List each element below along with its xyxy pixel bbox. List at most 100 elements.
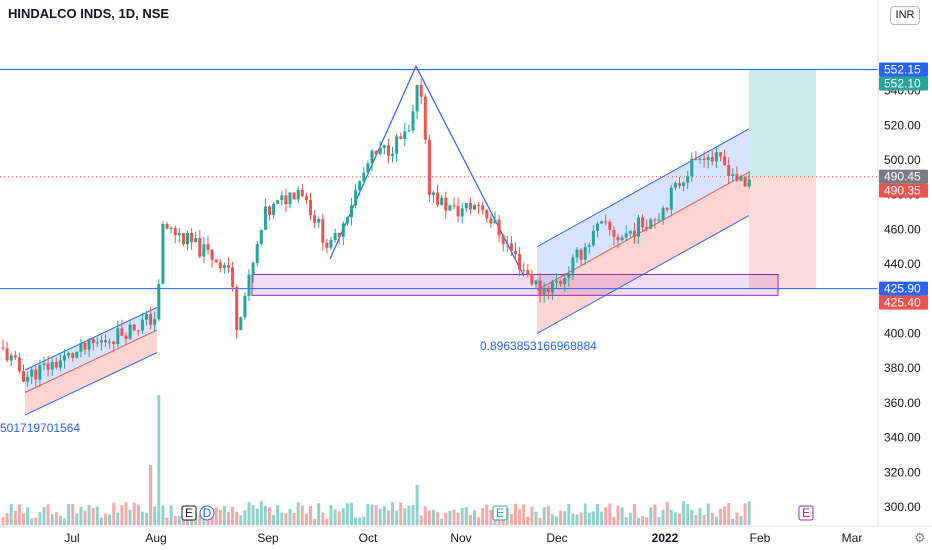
candle-body <box>444 197 448 211</box>
candle-body <box>407 130 411 132</box>
candle-body <box>468 202 472 210</box>
candle-body <box>112 341 116 345</box>
volume-bar <box>448 510 452 525</box>
candle-body <box>591 230 595 246</box>
candle-body <box>366 163 370 173</box>
volume-bar <box>657 517 661 525</box>
volume-bar <box>743 503 747 525</box>
volume-bar <box>333 509 337 525</box>
candle-body <box>243 295 247 318</box>
volume-bar <box>464 507 468 525</box>
volume-bar <box>214 507 218 525</box>
candle-body <box>518 254 522 270</box>
volume-bar <box>440 518 444 525</box>
volume-bar <box>591 511 595 525</box>
candle-body <box>181 233 185 245</box>
candle-body <box>194 238 198 243</box>
candle-body <box>403 131 407 139</box>
event-badge-bg <box>798 505 814 521</box>
volume-bar <box>444 512 448 525</box>
volume-bar <box>329 505 333 525</box>
gear-icon[interactable]: ⚙ <box>914 530 926 545</box>
volume-bar <box>268 507 271 525</box>
x-tick-label: Jul <box>64 531 79 545</box>
y-tick-label: 340.00 <box>884 431 921 445</box>
candle-body <box>345 217 349 224</box>
volume-bar <box>1 517 5 525</box>
candle-body <box>612 229 616 237</box>
candle-body <box>300 189 304 197</box>
volume-bar <box>354 517 358 525</box>
volume-bar <box>669 509 673 525</box>
candle-body <box>79 342 83 352</box>
support-zone <box>251 274 779 296</box>
volume-bars <box>1 395 751 525</box>
candle-body <box>222 265 226 269</box>
volume-bar <box>79 506 83 525</box>
candle-body <box>75 351 79 358</box>
candle-body <box>276 200 280 204</box>
volume-bar <box>661 509 665 525</box>
y-tick-label: 360.00 <box>884 396 921 410</box>
candle-body <box>382 145 386 148</box>
candle-body <box>362 172 366 182</box>
volume-bar <box>153 506 157 525</box>
candle-body <box>415 84 419 112</box>
volume-bar <box>222 506 226 525</box>
event-badge-bg <box>181 505 197 521</box>
volume-bar <box>116 512 120 525</box>
chart-title: HINDALCO INDS, 1D, NSE <box>8 6 170 21</box>
volume-bar <box>321 512 325 525</box>
volume-bar <box>637 517 640 525</box>
y-tick-label: 520.00 <box>884 118 921 132</box>
candle-body <box>54 361 58 368</box>
candle-body <box>239 317 243 330</box>
candle-body <box>22 371 25 382</box>
candle-body <box>587 245 591 247</box>
volume-bar <box>514 503 517 525</box>
volume-bar <box>473 510 476 525</box>
volume-bar <box>378 508 382 525</box>
y-tick-label: 460.00 <box>884 222 921 236</box>
candle-body <box>727 165 731 176</box>
candle-body <box>419 84 423 97</box>
volume-bar <box>649 507 653 525</box>
volume-bar <box>341 508 345 525</box>
volume-bar <box>714 516 718 525</box>
volume-bar <box>231 506 235 525</box>
candle-body <box>108 341 112 343</box>
candle-body <box>63 355 66 361</box>
price-tag: 425.90 <box>879 281 928 296</box>
volume-bar <box>682 501 686 525</box>
volume-bar <box>218 509 222 525</box>
candle-body <box>526 270 530 275</box>
volume-bar <box>30 518 34 525</box>
volume-bar <box>239 515 243 525</box>
candle-body <box>723 156 727 166</box>
volume-bar <box>641 516 645 525</box>
volume-bar <box>370 504 374 525</box>
candle-body <box>280 195 284 201</box>
position-loss-zone <box>749 176 816 289</box>
price-tag: 552.15 <box>879 62 928 77</box>
x-tick-label: Dec <box>546 531 567 545</box>
volume-bar <box>579 512 583 525</box>
price-tag-label: 490.45 <box>884 170 921 184</box>
candle-body <box>386 145 390 156</box>
volume-bar <box>415 485 419 525</box>
candle-body <box>477 204 481 206</box>
volume-bar <box>99 517 103 525</box>
candle-body <box>669 187 673 210</box>
candle-body <box>370 150 374 164</box>
currency-badge[interactable]: INR <box>890 6 920 25</box>
candle-body <box>58 360 62 368</box>
candle-body <box>501 235 505 245</box>
volume-bar <box>559 510 563 525</box>
y-tick-label: 320.00 <box>884 465 921 479</box>
candle-body <box>440 197 444 206</box>
candle-body <box>9 355 13 361</box>
candle-body <box>292 192 296 200</box>
event-badge: E <box>492 505 508 521</box>
price-tag-label: 425.40 <box>884 296 921 310</box>
